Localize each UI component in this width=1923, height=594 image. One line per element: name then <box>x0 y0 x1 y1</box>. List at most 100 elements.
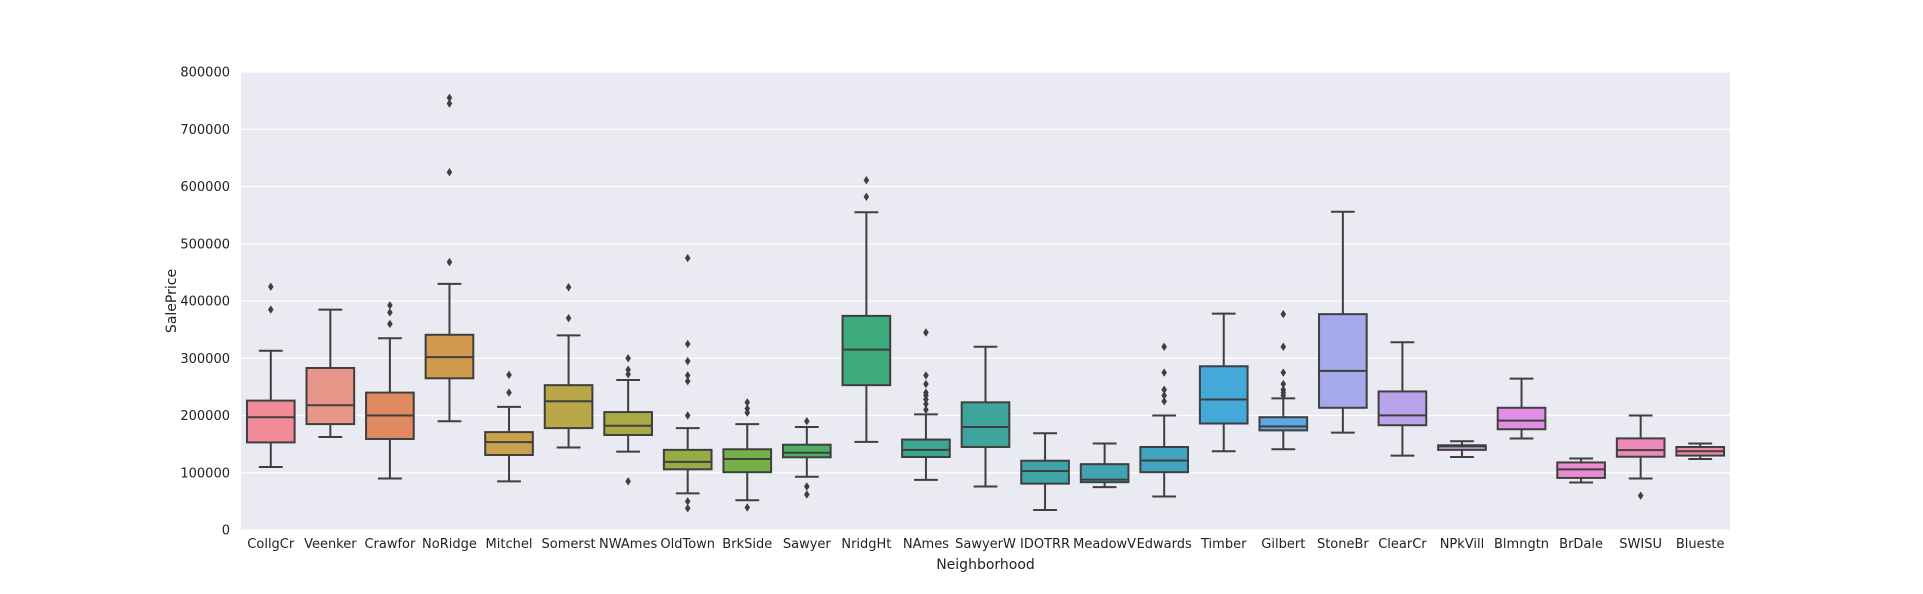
outlier-point <box>923 371 929 380</box>
outlier-point <box>684 497 691 506</box>
box-group <box>543 283 594 449</box>
box-group <box>1198 312 1249 453</box>
outlier-point <box>625 370 631 379</box>
box-iqr <box>1496 406 1547 431</box>
x-tick-label: Somerst <box>542 537 596 552</box>
box-group <box>960 345 1011 488</box>
box-group <box>1258 309 1309 451</box>
y-tick-label: 500000 <box>180 237 230 252</box>
box-iqr <box>901 438 951 459</box>
x-tick-label: SawyerW <box>955 537 1016 552</box>
box-iqr <box>245 399 296 444</box>
x-tick-label: Crawfor <box>364 537 416 552</box>
outlier-point <box>1161 342 1167 351</box>
x-tick-label: MeadowV <box>1073 537 1136 552</box>
box-group <box>662 253 713 513</box>
outlier-point <box>684 371 691 380</box>
box-group <box>1377 341 1428 457</box>
outlier-point <box>684 339 691 349</box>
outlier-point <box>506 370 512 380</box>
x-tick-label: Edwards <box>1137 537 1192 552</box>
box-iqr <box>960 401 1011 448</box>
y-tick-label: 100000 <box>180 466 230 481</box>
outlier-point <box>1280 385 1287 394</box>
x-tick-label: NoRidge <box>422 537 477 552</box>
box-group <box>1496 377 1547 440</box>
y-tick-label: 200000 <box>180 409 230 424</box>
box-iqr <box>1318 313 1368 409</box>
y-tick-label: 300000 <box>180 352 230 367</box>
outlier-point <box>684 376 691 386</box>
x-tick-label: ClearCr <box>1378 537 1427 552</box>
box-group <box>1615 414 1666 500</box>
x-tick-label: BrkSide <box>722 537 772 552</box>
x-tick-label: NPkVill <box>1440 537 1485 552</box>
outlier-point <box>1161 391 1167 400</box>
outlier-point <box>387 301 393 310</box>
outlier-point <box>863 192 870 202</box>
outlier-point <box>267 282 274 291</box>
box-group <box>603 354 653 486</box>
outlier-point <box>387 308 393 317</box>
outlier-point <box>625 477 631 486</box>
y-tick-label: 700000 <box>180 123 230 138</box>
outlier-point <box>446 257 453 267</box>
box-group <box>424 93 475 423</box>
box-iqr <box>543 384 594 430</box>
box-group <box>1318 210 1368 434</box>
box-group <box>484 370 534 483</box>
outlier-point <box>1280 368 1287 377</box>
outlier-point <box>804 482 810 491</box>
x-tick-label: Blmngtn <box>1494 537 1549 552</box>
outlier-point <box>1280 379 1287 389</box>
box-group <box>781 417 832 499</box>
outlier-point <box>684 411 691 420</box>
outlier-point <box>267 305 274 314</box>
box-group <box>1675 442 1726 461</box>
box-group <box>1020 432 1070 512</box>
x-tick-label: Veenker <box>304 537 357 552</box>
outlier-point <box>506 388 512 397</box>
outlier-point <box>804 417 810 426</box>
x-tick-label: SWISU <box>1619 537 1662 552</box>
box-iqr <box>1020 459 1070 485</box>
outlier-point <box>625 354 631 363</box>
outlier-point <box>1161 385 1167 394</box>
x-tick-label: CollgCr <box>247 537 295 552</box>
x-axis-label: Neighborhood <box>936 557 1035 573</box>
box-group <box>722 398 773 512</box>
box-group <box>1079 442 1130 489</box>
box-iqr <box>1377 390 1428 427</box>
box-iqr <box>1615 437 1666 458</box>
outlier-point <box>923 379 929 389</box>
outlier-point <box>684 356 691 366</box>
y-tick-labels: 0 100000 200000 300000 400000 500000 600000 700… <box>180 66 230 539</box>
box-group <box>1437 440 1487 459</box>
x-tick-label: Gilbert <box>1261 537 1305 552</box>
box-iqr <box>1258 416 1309 432</box>
box-iqr <box>1079 463 1130 484</box>
x-tick-label: NridgHt <box>841 537 891 552</box>
y-tick-label: 600000 <box>180 180 230 195</box>
x-tick-label: NWAmes <box>599 537 657 552</box>
outlier-point <box>446 99 453 108</box>
outlier-point <box>446 93 453 102</box>
x-tick-label: BrDale <box>1559 537 1603 552</box>
outlier-point <box>923 405 929 414</box>
x-tick-labels: CollgCr Veenker Crawfor NoRidge Mitchel Somer… <box>247 537 1724 552</box>
y-axis-label: SalePrice <box>164 269 180 333</box>
x-tick-label: Blueste <box>1676 537 1725 552</box>
outlier-point <box>863 176 870 185</box>
outlier-point <box>565 313 572 323</box>
x-tick-label: Timber <box>1200 537 1247 552</box>
outlier-point <box>923 328 929 337</box>
outlier-point <box>565 283 572 292</box>
box-group <box>901 328 951 481</box>
box-group <box>305 308 356 438</box>
box-iqr <box>662 448 713 471</box>
box-group <box>365 301 415 480</box>
outlier-point <box>923 388 929 397</box>
box-iqr <box>1198 365 1249 425</box>
